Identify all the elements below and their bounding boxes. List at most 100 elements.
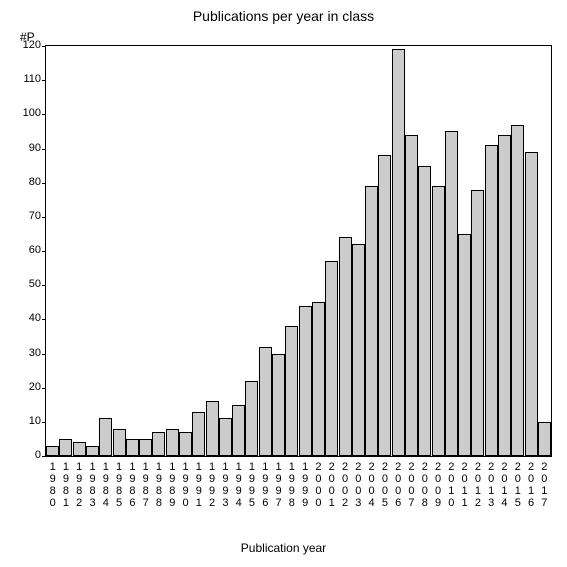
x-tick-label: 1990 [182, 461, 190, 509]
x-tick-label: 2005 [381, 461, 389, 509]
bar [272, 354, 285, 457]
bar [405, 135, 418, 456]
y-tick-mark [42, 183, 46, 184]
y-tick-mark [42, 456, 46, 457]
x-tick-label: 2017 [540, 461, 548, 509]
x-tick-label: 1999 [301, 461, 309, 509]
bar [73, 442, 86, 456]
x-tick-label: 2014 [500, 461, 508, 509]
bar [432, 186, 445, 456]
x-tick-label: 2013 [487, 461, 495, 509]
bar [245, 381, 258, 456]
x-tick-label: 2001 [328, 461, 336, 509]
y-tick-mark [42, 217, 46, 218]
x-tick-label: 2002 [341, 461, 349, 509]
bar [232, 405, 245, 456]
bar [126, 439, 139, 456]
x-tick-label: 2007 [407, 461, 415, 509]
x-tick-label: 1981 [62, 461, 70, 509]
y-tick-mark [42, 422, 46, 423]
bar [46, 446, 59, 456]
bar [339, 237, 352, 456]
chart-title: Publications per year in class [0, 8, 567, 24]
bar [312, 302, 325, 456]
x-tick-label: 1998 [288, 461, 296, 509]
x-tick-label: 1985 [115, 461, 123, 509]
y-tick-label: 50 [6, 279, 41, 290]
x-tick-label: 2003 [354, 461, 362, 509]
bar [392, 49, 405, 456]
x-tick-label: 1989 [168, 461, 176, 509]
x-tick-label: 1984 [102, 461, 110, 509]
y-tick-label: 40 [6, 313, 41, 324]
y-tick-mark [42, 388, 46, 389]
y-tick-label: 90 [6, 143, 41, 154]
bar [352, 244, 365, 456]
y-tick-label: 60 [6, 245, 41, 256]
bar [378, 155, 391, 456]
x-tick-label: 1991 [195, 461, 203, 509]
y-tick-mark [42, 354, 46, 355]
x-tick-label: 1987 [142, 461, 150, 509]
x-tick-label: 1983 [89, 461, 97, 509]
bar [498, 135, 511, 456]
x-tick-label: 1988 [155, 461, 163, 509]
x-tick-label: 1996 [261, 461, 269, 509]
bar [285, 326, 298, 456]
y-tick-label: 100 [6, 108, 41, 119]
bar [113, 429, 126, 456]
bar [179, 432, 192, 456]
y-tick-mark [42, 251, 46, 252]
bar [418, 166, 431, 456]
bar [471, 190, 484, 457]
y-tick-mark [42, 80, 46, 81]
y-tick-mark [42, 114, 46, 115]
y-tick-mark [42, 285, 46, 286]
x-tick-label: 1986 [128, 461, 136, 509]
bar [299, 306, 312, 456]
bar [206, 401, 219, 456]
x-tick-label: 1980 [49, 461, 57, 509]
bar [219, 418, 232, 456]
y-tick-label: 10 [6, 416, 41, 427]
y-tick-label: 20 [6, 382, 41, 393]
y-tick-label: 70 [6, 211, 41, 222]
bar [259, 347, 272, 456]
bar [325, 261, 338, 456]
y-tick-label: 110 [6, 74, 41, 85]
bar [99, 418, 112, 456]
bar [86, 446, 99, 456]
x-tick-label: 2016 [527, 461, 535, 509]
x-tick-label: 1997 [275, 461, 283, 509]
x-tick-label: 2011 [461, 461, 469, 509]
x-tick-label: 2000 [314, 461, 322, 509]
x-tick-label: 2006 [394, 461, 402, 509]
bar [511, 125, 524, 456]
bar [538, 422, 551, 456]
bar [525, 152, 538, 456]
bar [166, 429, 179, 456]
bar [192, 412, 205, 456]
x-tick-label: 2004 [368, 461, 376, 509]
bar [365, 186, 378, 456]
y-tick-label: 0 [6, 450, 41, 461]
bar [458, 234, 471, 456]
bar [59, 439, 72, 456]
x-axis-label: Publication year [0, 541, 567, 555]
x-tick-label: 2012 [474, 461, 482, 509]
x-tick-label: 2010 [447, 461, 455, 509]
x-tick-label: 1982 [75, 461, 83, 509]
bar [139, 439, 152, 456]
y-tick-mark [42, 319, 46, 320]
y-tick-mark [42, 149, 46, 150]
bar [485, 145, 498, 456]
y-tick-label: 30 [6, 348, 41, 359]
x-tick-label: 1992 [208, 461, 216, 509]
y-tick-label: 120 [6, 40, 41, 51]
x-tick-label: 1994 [235, 461, 243, 509]
bar [445, 131, 458, 456]
y-tick-label: 80 [6, 177, 41, 188]
x-tick-label: 2009 [434, 461, 442, 509]
plot-area: 0102030405060708090100110120198019811982… [45, 45, 552, 457]
y-tick-mark [42, 46, 46, 47]
